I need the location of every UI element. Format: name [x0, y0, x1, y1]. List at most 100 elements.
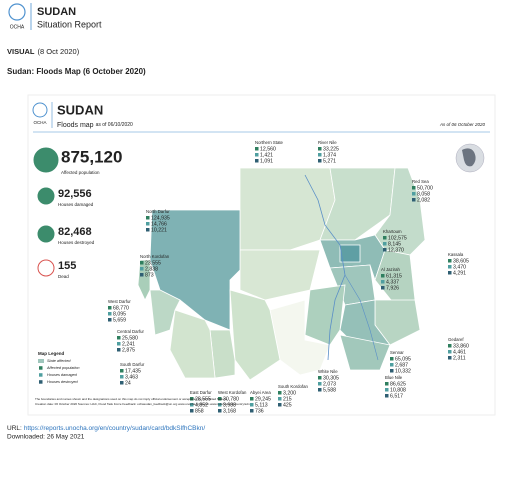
- legend-item: Affected population: [46, 366, 80, 370]
- state-icon: [190, 403, 194, 407]
- stat-value: 875,120: [61, 147, 122, 166]
- state-icon: [250, 397, 254, 401]
- state-damaged: 3,988: [223, 402, 236, 408]
- state-icon: [448, 271, 452, 275]
- state-icon: [318, 382, 322, 386]
- state-icon: [448, 344, 452, 348]
- state-shape: [239, 249, 321, 301]
- state-icon: [390, 357, 394, 361]
- state-icon: [255, 153, 259, 157]
- state-destroyed: 2,082: [417, 197, 430, 203]
- stat-label: Houses destroyed: [58, 240, 95, 245]
- state-icon: [255, 147, 259, 151]
- state-icon: [117, 336, 121, 340]
- map-footer: Creation date: 06 October 2020 Sources: …: [35, 402, 250, 406]
- state-population: 124,935: [151, 215, 170, 221]
- state-icon: [108, 318, 112, 322]
- stat-value: 82,468: [58, 226, 92, 238]
- state-damaged: 4,337: [386, 279, 399, 285]
- state-name: South Darfur: [120, 362, 145, 367]
- legend-title: Map Legend: [38, 351, 65, 356]
- state-population: 28,555: [195, 396, 211, 402]
- state-icon: [278, 391, 282, 395]
- state-population: 50,700: [417, 185, 433, 191]
- state-destroyed: 2,875: [122, 347, 135, 353]
- state-icon: [448, 259, 452, 263]
- state-population: 30,305: [323, 375, 339, 381]
- stat-icon: [37, 225, 55, 243]
- state-name: Central Darfur: [117, 329, 145, 334]
- map: OCHA SUDAN Floods map as of 06/10/2020 As…: [27, 94, 496, 416]
- legend-icon: [39, 373, 43, 377]
- state-damaged: 3,463: [125, 374, 138, 380]
- stat-label: Affected population: [61, 170, 100, 175]
- legend-icon: [39, 380, 43, 384]
- stat-value: 92,556: [58, 188, 92, 200]
- state-icon: [117, 348, 121, 352]
- state-icon: [383, 236, 387, 240]
- state-population: 3,200: [283, 390, 296, 396]
- state-damaged: 2,073: [323, 381, 336, 387]
- state-population: 61,315: [386, 273, 402, 279]
- stat-label: Houses damaged: [58, 202, 94, 207]
- state-icon: [381, 286, 385, 290]
- state-destroyed: 5,271: [323, 158, 336, 164]
- state-icon: [117, 342, 121, 346]
- map-title: SUDAN: [57, 102, 103, 117]
- visual-date: (8 Oct 2020): [38, 47, 80, 56]
- state-destroyed: 2,311: [453, 355, 466, 361]
- state-icon: [318, 159, 322, 163]
- state-damaged: 3,470: [453, 264, 466, 270]
- state-population: 86,625: [390, 381, 406, 387]
- visual-label: VISUAL: [7, 47, 35, 56]
- state-icon: [146, 228, 150, 232]
- legend-item: State affected: [47, 359, 71, 363]
- state-name: West Darfur: [108, 299, 131, 304]
- state-destroyed: 10,332: [395, 368, 411, 374]
- state-damaged: 2,241: [122, 341, 135, 347]
- legend-item: Houses damaged: [47, 373, 78, 377]
- state-name: Sennar: [390, 350, 404, 355]
- map-footer: The boundaries and names shown and the d…: [35, 397, 228, 401]
- stat-icon: [33, 147, 59, 173]
- state-damaged: 4,461: [453, 349, 466, 355]
- state-population: 25,580: [122, 335, 138, 341]
- map-subtitle-text: Floods map: [57, 122, 94, 129]
- logo-mark: [8, 3, 26, 21]
- legend-item: Houses destroyed: [47, 380, 78, 384]
- state-name: Abyei Area: [250, 390, 271, 395]
- legend-swatch: [38, 359, 44, 363]
- river-nile: [304, 174, 346, 361]
- state-icon: [120, 369, 124, 373]
- state-name: Al Jazirah: [381, 267, 400, 272]
- state-icon: [412, 192, 416, 196]
- state-population: 102,575: [388, 235, 407, 241]
- state-damaged: 8,095: [113, 311, 126, 317]
- state-population: 29,245: [255, 396, 271, 402]
- state-icon: [120, 381, 124, 385]
- state-icon: [448, 350, 452, 354]
- logo-text: OCHA: [10, 24, 25, 30]
- state-icon: [448, 356, 452, 360]
- stat-value: 155: [58, 260, 76, 272]
- state-icon: [385, 394, 389, 398]
- stat-icon: [37, 259, 55, 277]
- state-destroyed: 7,926: [386, 285, 399, 291]
- river-blue-nile: [344, 274, 379, 361]
- url-link[interactable]: https://reports.unocha.org/en/country/su…: [24, 425, 206, 432]
- state-icon: [318, 388, 322, 392]
- stat-icon: [37, 187, 55, 205]
- state-icon: [108, 312, 112, 316]
- state-destroyed: 10,221: [151, 227, 167, 233]
- visual-line: VISUAL (8 Oct 2020): [7, 47, 80, 56]
- state-population: 33,860: [453, 343, 469, 349]
- state-destroyed: 425: [283, 402, 292, 408]
- state-name: North Kordofan: [140, 254, 170, 259]
- state-damaged: 215: [283, 396, 292, 402]
- state-destroyed: 1,091: [260, 158, 273, 164]
- header-subtitle: Situation Report: [37, 19, 102, 29]
- state-icon: [412, 186, 416, 190]
- state-name: Blue Nile: [385, 375, 403, 380]
- map-subtitle: Floods map as of 06/10/2020: [57, 122, 133, 129]
- url-label: URL:: [7, 425, 22, 432]
